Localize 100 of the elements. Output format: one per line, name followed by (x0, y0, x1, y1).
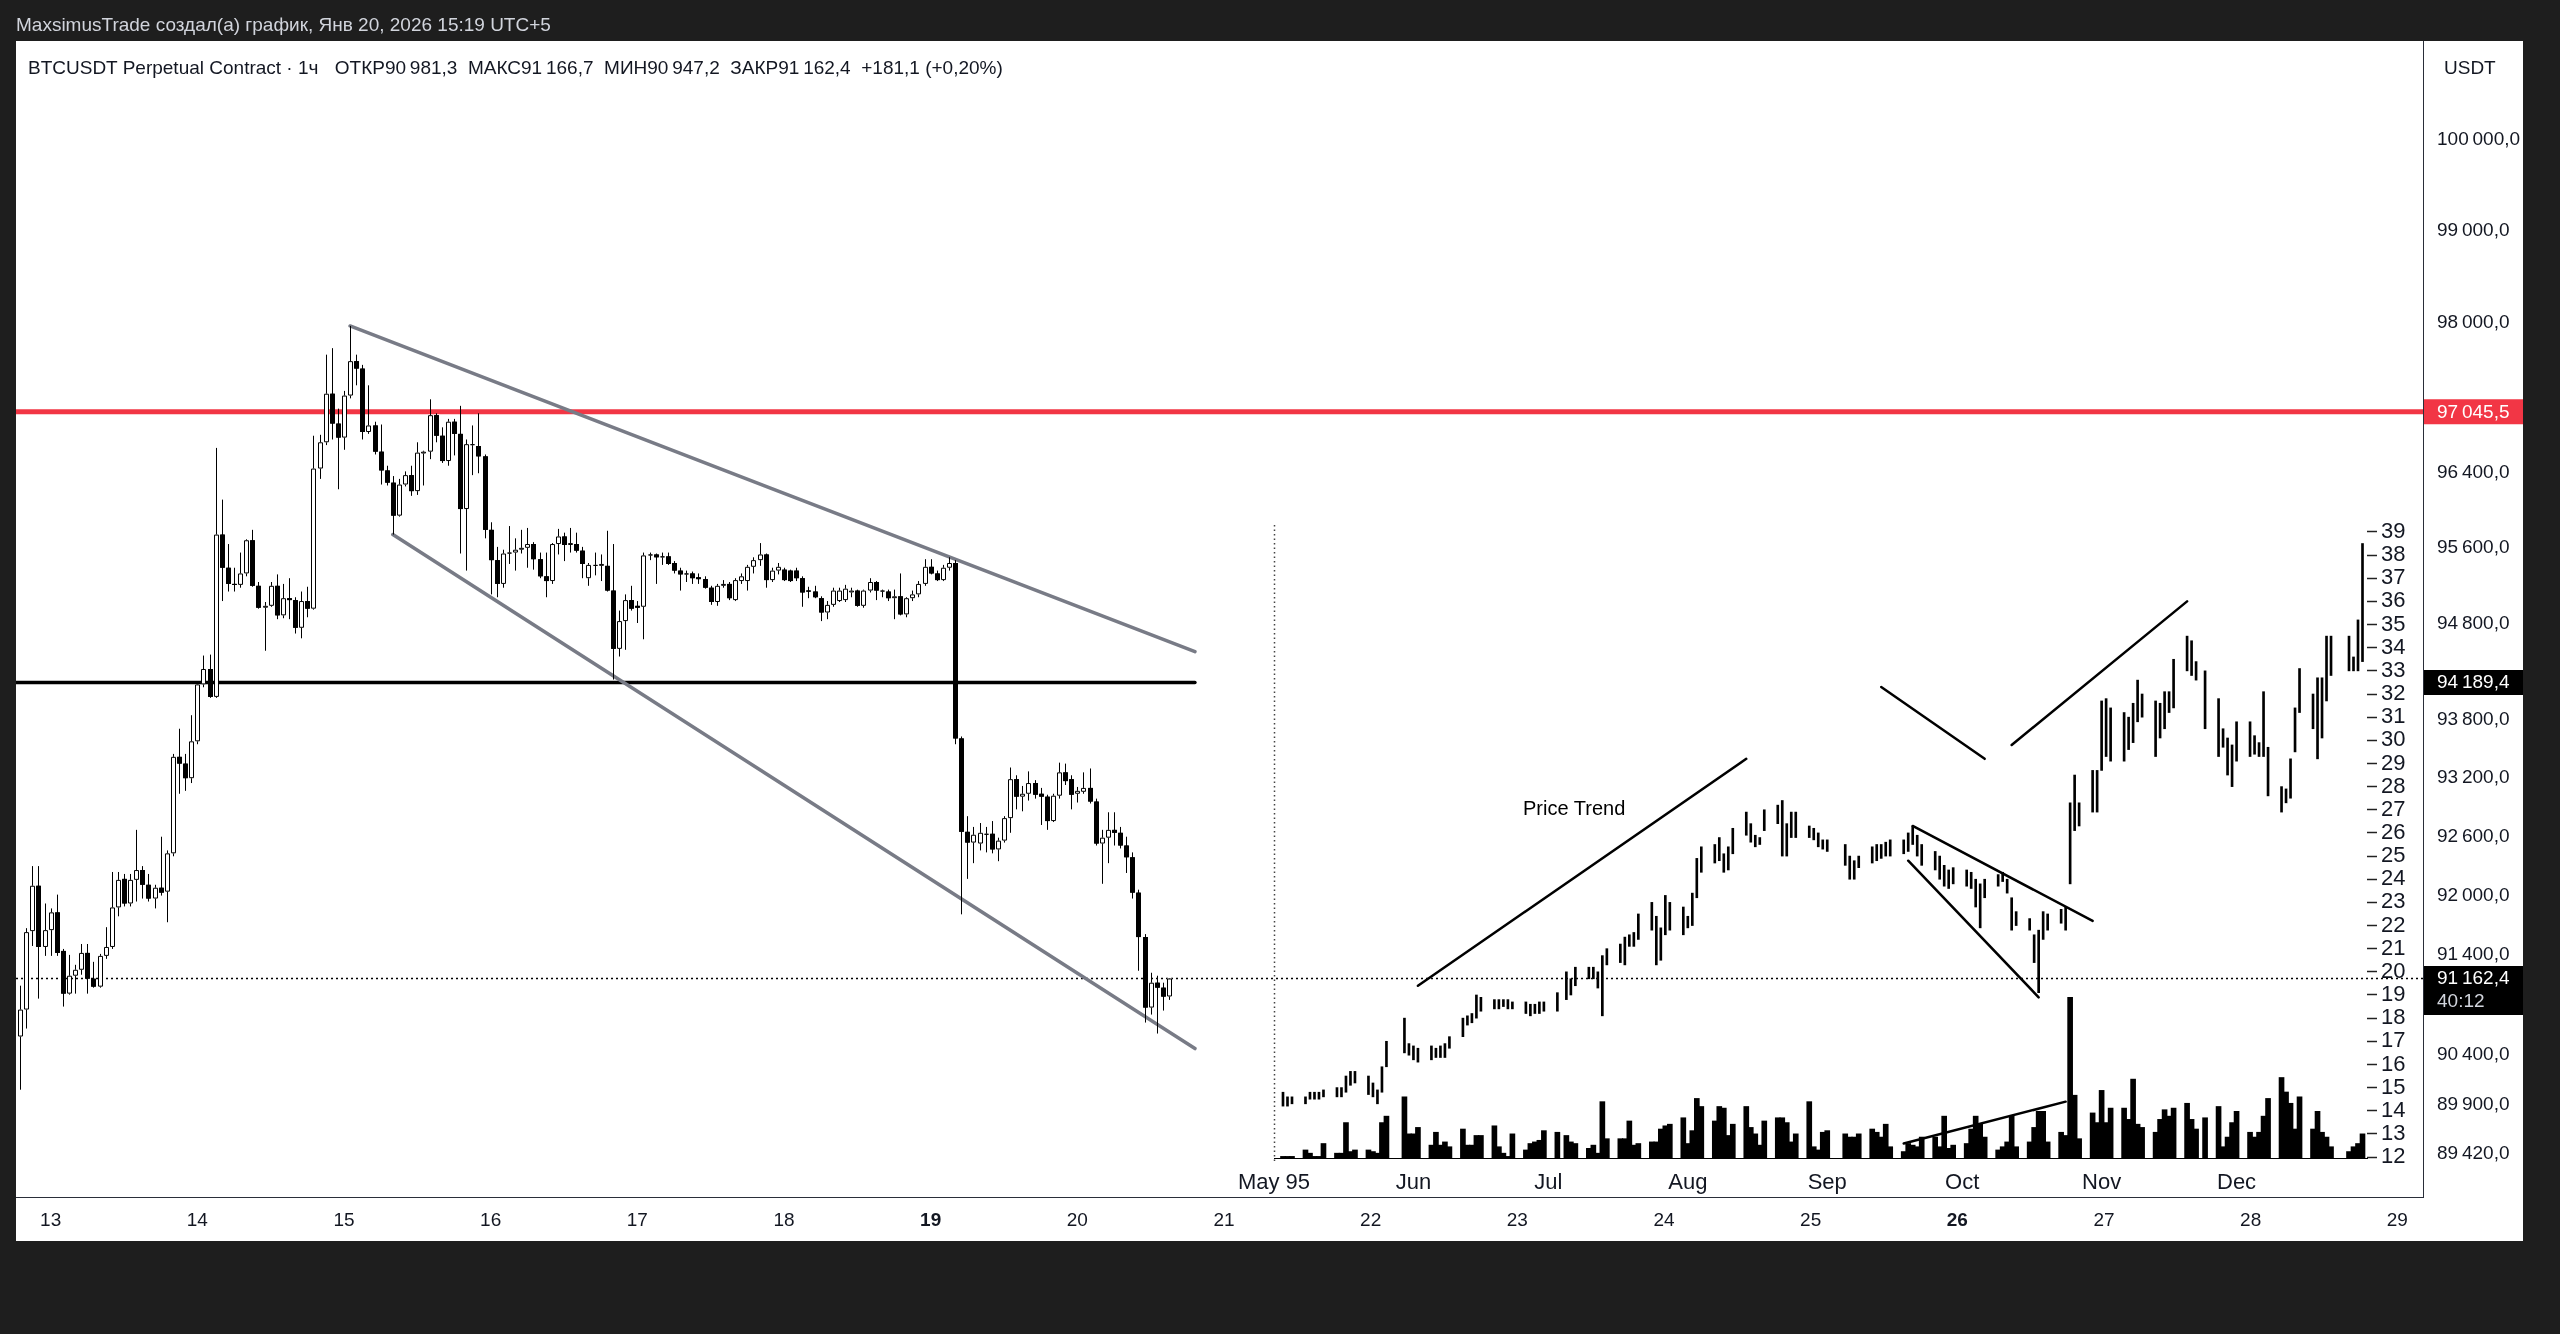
y-tick-label: 29 (2381, 749, 2406, 775)
y-tick-label: 26 (2381, 818, 2406, 844)
candlestick (318, 434, 323, 480)
candlestick (800, 575, 805, 608)
ref-line-label: 97 045,5 (2437, 400, 2510, 422)
y-tick-label: 100 000,0 (2437, 128, 2521, 150)
bar (1637, 913, 1640, 940)
x-tick-label: 15 (333, 1208, 355, 1230)
y-tick-label: 28 (2381, 772, 2406, 798)
y-tick-label: 91 400,0 (2437, 943, 2510, 965)
x-tick-label: 13 (40, 1208, 62, 1230)
y-tick-label: 92 000,0 (2437, 883, 2510, 905)
x-tick-label: 14 (186, 1208, 209, 1230)
x-tick-label: 28 (2240, 1208, 2262, 1230)
bar (1511, 1001, 1514, 1010)
y-tick-label: 89 420,0 (2437, 1141, 2510, 1163)
bar (1758, 837, 1762, 845)
bar (2217, 698, 2220, 757)
x-tick-label: 25 (1800, 1208, 1822, 1230)
bar (1529, 1003, 1532, 1017)
y-tick-label: 33 (2381, 656, 2406, 682)
bar (2226, 737, 2229, 776)
y-tick-label: 90 400,0 (2437, 1042, 2510, 1064)
y-tick-label: 37 (2381, 564, 2406, 590)
bar (2109, 707, 2112, 762)
bar (2325, 635, 2328, 702)
y-tick-label: 19 (2381, 981, 2406, 1007)
y-tick-label: 18 (2381, 1004, 2406, 1030)
bar (1376, 1089, 1379, 1105)
bar (1888, 839, 1892, 857)
y-tick-label: 39 (2381, 518, 2406, 544)
y-tick-label: 31 (2381, 703, 2406, 729)
bar (1965, 869, 1969, 887)
bar (2316, 677, 2319, 760)
candlestick (104, 926, 109, 960)
bar (1655, 915, 1658, 966)
bar (1322, 1089, 1325, 1098)
bar (1816, 832, 1820, 848)
text: ОТКР90 981,3 МАКС91 166,7 МИН90 947,2 ЗАКР91 162,4 +181,1 (+0,20%) (334, 57, 1003, 79)
bar (1942, 865, 1946, 887)
x-tick-label: Aug (1668, 1169, 1708, 1195)
bar (1313, 1091, 1316, 1100)
text: BTCUSDT Perpetual Contract · 1ч (28, 57, 319, 79)
bar (1349, 1071, 1352, 1086)
bar (1812, 827, 1816, 841)
y-axis-title: USDT (2444, 57, 2497, 79)
bar (1902, 839, 1906, 855)
y-tick-label: 12 (2381, 1143, 2406, 1169)
bar (2280, 786, 2283, 813)
bar (1286, 1096, 1289, 1107)
bar (1493, 999, 1496, 1010)
series-label: Price Trend (1522, 796, 1626, 819)
bar (1466, 1015, 1469, 1026)
bar (1340, 1087, 1343, 1098)
bar (1385, 1040, 1388, 1068)
bar (2010, 897, 2013, 931)
bar (2298, 668, 2301, 713)
bar (2073, 774, 2076, 831)
bar (1713, 844, 1717, 864)
bar (1430, 1045, 1433, 1061)
bar (1807, 825, 1811, 838)
bar (2361, 543, 2364, 662)
bar (2262, 691, 2265, 757)
y-tick-label: 99 000,0 (2437, 219, 2510, 241)
x-tick-label: 24 (1653, 1208, 1675, 1230)
ref-line-label: 91 162,4 40:12 (2437, 967, 2510, 1012)
bar (1825, 839, 1829, 852)
bar (1502, 999, 1505, 1007)
bar (1403, 1017, 1406, 1054)
y-tick-label: 95 600,0 (2437, 536, 2510, 558)
x-tick-label: Jun (1395, 1169, 1432, 1195)
candlestick (580, 546, 585, 579)
x-tick-label: May 95 (1237, 1169, 1311, 1195)
x-tick-label: 20 (1066, 1208, 1088, 1230)
bar (1304, 1096, 1307, 1105)
bar (2127, 716, 2130, 750)
y-tick-label: 38 (2381, 541, 2406, 567)
bar (1367, 1075, 1370, 1095)
x-tick-label: 16 (480, 1208, 502, 1230)
y-tick-label: 89 900,0 (2437, 1093, 2510, 1115)
y-tick-label: 22 (2381, 911, 2406, 937)
y-tick-label: 16 (2381, 1050, 2406, 1076)
x-tick-label: Sep (1807, 1169, 1847, 1195)
bar (1412, 1045, 1415, 1061)
y-tick-label: 23 (2381, 888, 2406, 914)
bar (2172, 658, 2175, 709)
y-tick-label: 96 400,0 (2437, 460, 2510, 482)
bar (2154, 700, 2157, 757)
y-tick-label: 25 (2381, 842, 2406, 868)
bar (1650, 902, 1654, 931)
candlestick (226, 543, 231, 593)
bar (1978, 883, 1982, 929)
y-tick-label: 20 (2381, 957, 2406, 983)
bar (2235, 721, 2238, 762)
x-tick-label: 23 (1506, 1208, 1528, 1230)
x-tick-label: Dec (2217, 1169, 2257, 1195)
y-tick-label: 21 (2381, 934, 2406, 960)
y-tick-label: 14 (2381, 1096, 2406, 1122)
candlestick (476, 412, 481, 474)
bar (2352, 656, 2355, 672)
